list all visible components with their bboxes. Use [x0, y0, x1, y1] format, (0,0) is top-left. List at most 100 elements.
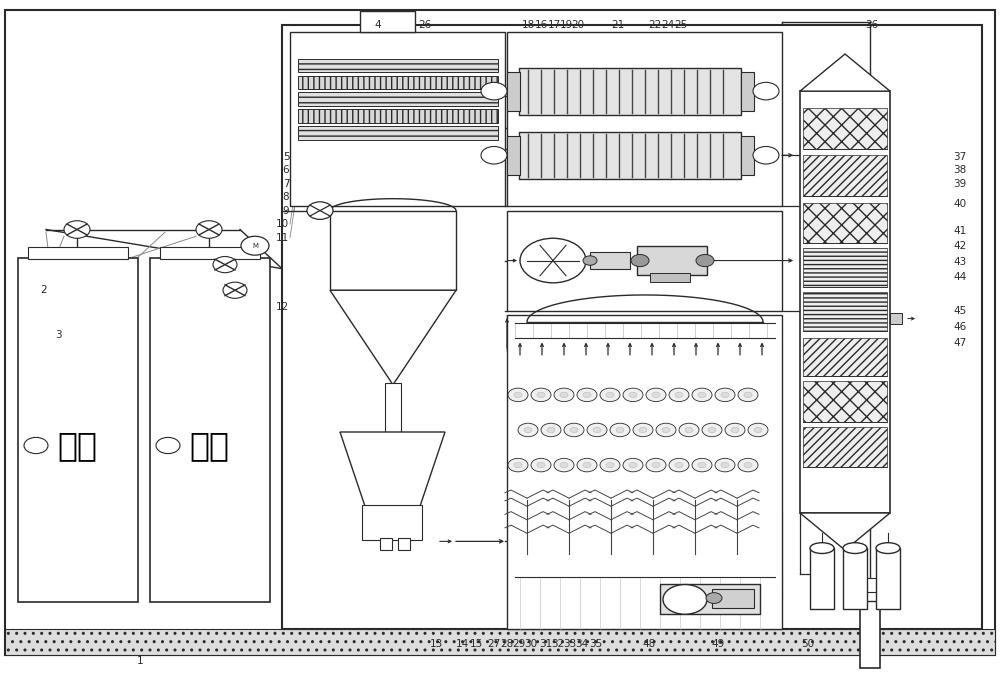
Circle shape — [518, 423, 538, 437]
Circle shape — [481, 146, 507, 164]
Text: 18: 18 — [521, 20, 535, 30]
Text: 45: 45 — [953, 306, 967, 315]
Bar — [507, 136, 520, 175]
Ellipse shape — [876, 543, 900, 554]
Polygon shape — [800, 54, 890, 91]
Circle shape — [481, 82, 507, 100]
Circle shape — [706, 593, 722, 603]
Circle shape — [698, 462, 706, 468]
Text: 49: 49 — [711, 639, 725, 649]
Circle shape — [702, 423, 722, 437]
Circle shape — [587, 423, 607, 437]
Circle shape — [600, 458, 620, 472]
Circle shape — [744, 392, 752, 398]
Circle shape — [629, 392, 637, 398]
Text: 4: 4 — [375, 20, 381, 30]
Text: 22: 22 — [648, 20, 662, 30]
Circle shape — [514, 392, 522, 398]
Circle shape — [560, 462, 568, 468]
Polygon shape — [330, 290, 456, 385]
Text: 8: 8 — [283, 192, 289, 202]
Text: 31: 31 — [539, 639, 553, 649]
Circle shape — [663, 585, 707, 614]
Circle shape — [560, 392, 568, 398]
Bar — [507, 72, 520, 111]
Bar — [362, 505, 422, 540]
Circle shape — [570, 427, 578, 433]
Circle shape — [633, 423, 653, 437]
Circle shape — [307, 202, 333, 219]
Text: 38: 38 — [953, 165, 967, 175]
Circle shape — [623, 388, 643, 402]
Circle shape — [554, 388, 574, 402]
Circle shape — [646, 458, 666, 472]
Text: 30: 30 — [524, 639, 538, 649]
Bar — [519, 68, 741, 115]
Circle shape — [679, 423, 699, 437]
Circle shape — [629, 462, 637, 468]
Circle shape — [606, 392, 614, 398]
Bar — [741, 72, 754, 111]
Bar — [803, 381, 887, 422]
Circle shape — [748, 423, 768, 437]
Circle shape — [731, 427, 739, 433]
Text: 41: 41 — [953, 226, 967, 236]
Circle shape — [564, 423, 584, 437]
Bar — [660, 584, 760, 614]
Circle shape — [721, 392, 729, 398]
Text: 29: 29 — [512, 639, 526, 649]
Text: 43: 43 — [953, 257, 967, 267]
Bar — [290, 32, 505, 206]
Circle shape — [524, 427, 532, 433]
Circle shape — [631, 254, 649, 267]
Circle shape — [606, 462, 614, 468]
Bar — [803, 338, 887, 376]
Circle shape — [223, 282, 247, 298]
Bar — [712, 589, 754, 608]
Circle shape — [213, 256, 237, 273]
Text: 5: 5 — [283, 152, 289, 161]
Text: 1: 1 — [137, 656, 143, 666]
Bar — [360, 11, 415, 32]
Circle shape — [583, 256, 597, 265]
Text: 9: 9 — [283, 206, 289, 215]
Text: 11: 11 — [275, 233, 289, 242]
Bar — [803, 202, 887, 243]
Circle shape — [616, 427, 624, 433]
Text: 40: 40 — [953, 199, 967, 209]
Circle shape — [600, 388, 620, 402]
Circle shape — [662, 427, 670, 433]
Bar — [650, 273, 690, 282]
Circle shape — [652, 462, 660, 468]
Circle shape — [721, 462, 729, 468]
Circle shape — [24, 437, 48, 454]
Circle shape — [156, 437, 180, 454]
Text: 20: 20 — [571, 20, 585, 30]
Text: 46: 46 — [953, 323, 967, 332]
Circle shape — [738, 388, 758, 402]
Text: 35: 35 — [589, 639, 603, 649]
Circle shape — [715, 458, 735, 472]
Circle shape — [675, 392, 683, 398]
Bar — [590, 252, 630, 269]
Circle shape — [554, 458, 574, 472]
Circle shape — [669, 458, 689, 472]
Circle shape — [744, 462, 752, 468]
Text: 25: 25 — [674, 20, 688, 30]
Circle shape — [656, 423, 676, 437]
Polygon shape — [800, 513, 890, 550]
Bar — [803, 427, 887, 467]
Text: 37: 37 — [953, 152, 967, 161]
Bar — [160, 247, 260, 259]
Ellipse shape — [843, 543, 867, 554]
Text: M: M — [252, 243, 258, 248]
Text: 19: 19 — [559, 20, 573, 30]
Circle shape — [715, 388, 735, 402]
Circle shape — [669, 388, 689, 402]
Circle shape — [508, 388, 528, 402]
Circle shape — [652, 392, 660, 398]
Text: 2: 2 — [41, 286, 47, 295]
Circle shape — [675, 462, 683, 468]
Circle shape — [708, 427, 716, 433]
Bar — [298, 76, 498, 89]
